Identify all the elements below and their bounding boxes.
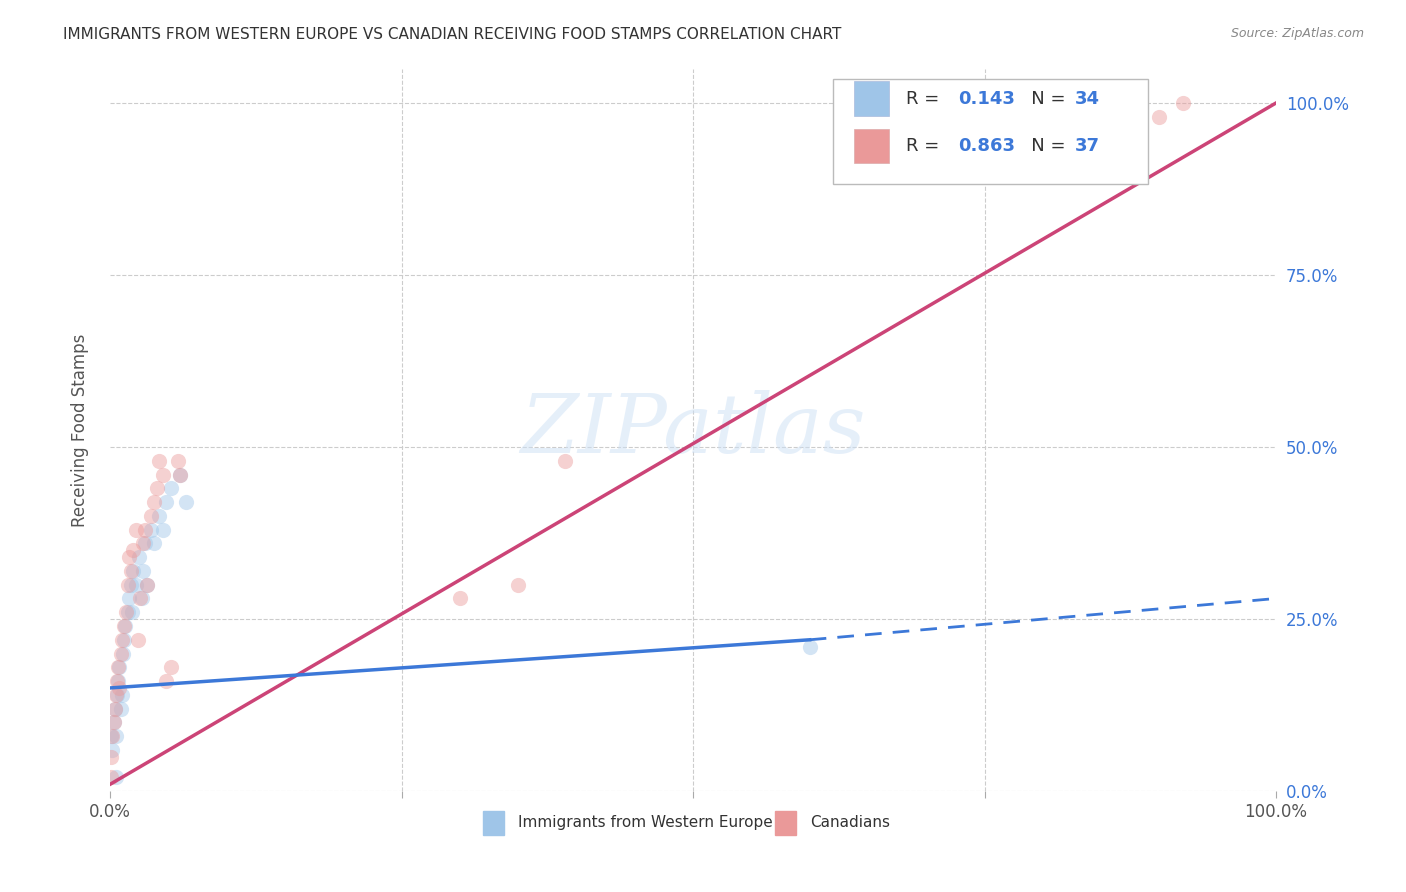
Point (155, 674, 177, 689)
Bar (853, 128, 889, 163)
Point (105, 674, 128, 689)
Point (108, 681, 131, 695)
Point (117, 578, 139, 592)
Text: 37: 37 (1074, 136, 1099, 155)
Point (136, 578, 159, 592)
Point (120, 564, 142, 578)
Point (108, 660, 131, 674)
Point (1171, 95, 1194, 110)
Point (1149, 110, 1171, 124)
Text: ZIPatlas: ZIPatlas (520, 390, 866, 470)
Point (110, 701, 132, 715)
Point (148, 508, 170, 523)
Point (117, 605, 139, 619)
Point (152, 467, 174, 482)
Point (104, 688, 127, 702)
Bar (775, 811, 796, 835)
Point (107, 660, 129, 674)
Point (104, 729, 127, 743)
Point (105, 688, 128, 702)
Point (129, 591, 152, 606)
Text: 34: 34 (1074, 90, 1099, 108)
Text: Canadians: Canadians (810, 815, 890, 830)
Point (110, 647, 132, 661)
Point (508, 578, 530, 592)
Point (169, 467, 191, 482)
Point (143, 495, 166, 509)
Text: N =: N = (1014, 90, 1071, 108)
Point (100, 729, 122, 743)
Point (145, 481, 167, 495)
Text: Immigrants from Western Europe: Immigrants from Western Europe (519, 815, 773, 830)
Point (125, 523, 148, 537)
Point (100, 771, 122, 785)
Point (118, 591, 141, 606)
Point (128, 550, 150, 565)
Point (122, 564, 145, 578)
Point (104, 701, 127, 715)
Text: 0.863: 0.863 (957, 136, 1015, 155)
Point (166, 454, 188, 468)
Bar (832, 79, 1147, 184)
Bar (853, 81, 889, 116)
Point (103, 715, 125, 730)
Point (134, 523, 156, 537)
Text: R =: R = (907, 90, 952, 108)
Point (554, 454, 576, 468)
Point (139, 508, 162, 523)
Text: N =: N = (1014, 136, 1071, 155)
Point (112, 619, 135, 633)
Text: 0.143: 0.143 (957, 90, 1015, 108)
Point (799, 640, 821, 654)
Text: IMMIGRANTS FROM WESTERN EUROPE VS CANADIAN RECEIVING FOOD STAMPS CORRELATION CHA: IMMIGRANTS FROM WESTERN EUROPE VS CANADI… (63, 27, 842, 42)
Point (104, 701, 127, 715)
Point (169, 467, 191, 482)
Point (111, 647, 134, 661)
Point (115, 605, 138, 619)
Point (174, 495, 197, 509)
Point (118, 550, 141, 565)
Point (103, 715, 125, 730)
Point (155, 495, 177, 509)
Point (152, 523, 174, 537)
Point (131, 591, 153, 606)
Point (112, 632, 135, 647)
Point (101, 743, 124, 757)
Point (111, 632, 134, 647)
Text: R =: R = (907, 136, 952, 155)
Point (122, 543, 145, 558)
Point (143, 536, 166, 550)
Point (120, 578, 142, 592)
Bar (484, 811, 505, 835)
Point (127, 632, 149, 647)
Point (134, 536, 156, 550)
Point (114, 619, 136, 633)
Point (101, 729, 124, 743)
Point (159, 481, 181, 495)
Point (100, 749, 122, 764)
Point (104, 771, 127, 785)
Point (121, 605, 143, 619)
Point (132, 536, 155, 550)
Point (139, 523, 162, 537)
Point (159, 660, 181, 674)
Text: Source: ZipAtlas.com: Source: ZipAtlas.com (1230, 27, 1364, 40)
Point (136, 578, 159, 592)
Y-axis label: Receiving Food Stamps: Receiving Food Stamps (72, 334, 89, 526)
Point (111, 688, 134, 702)
Point (125, 578, 148, 592)
Point (107, 674, 129, 689)
Point (132, 564, 155, 578)
Point (449, 591, 471, 606)
Point (148, 454, 170, 468)
